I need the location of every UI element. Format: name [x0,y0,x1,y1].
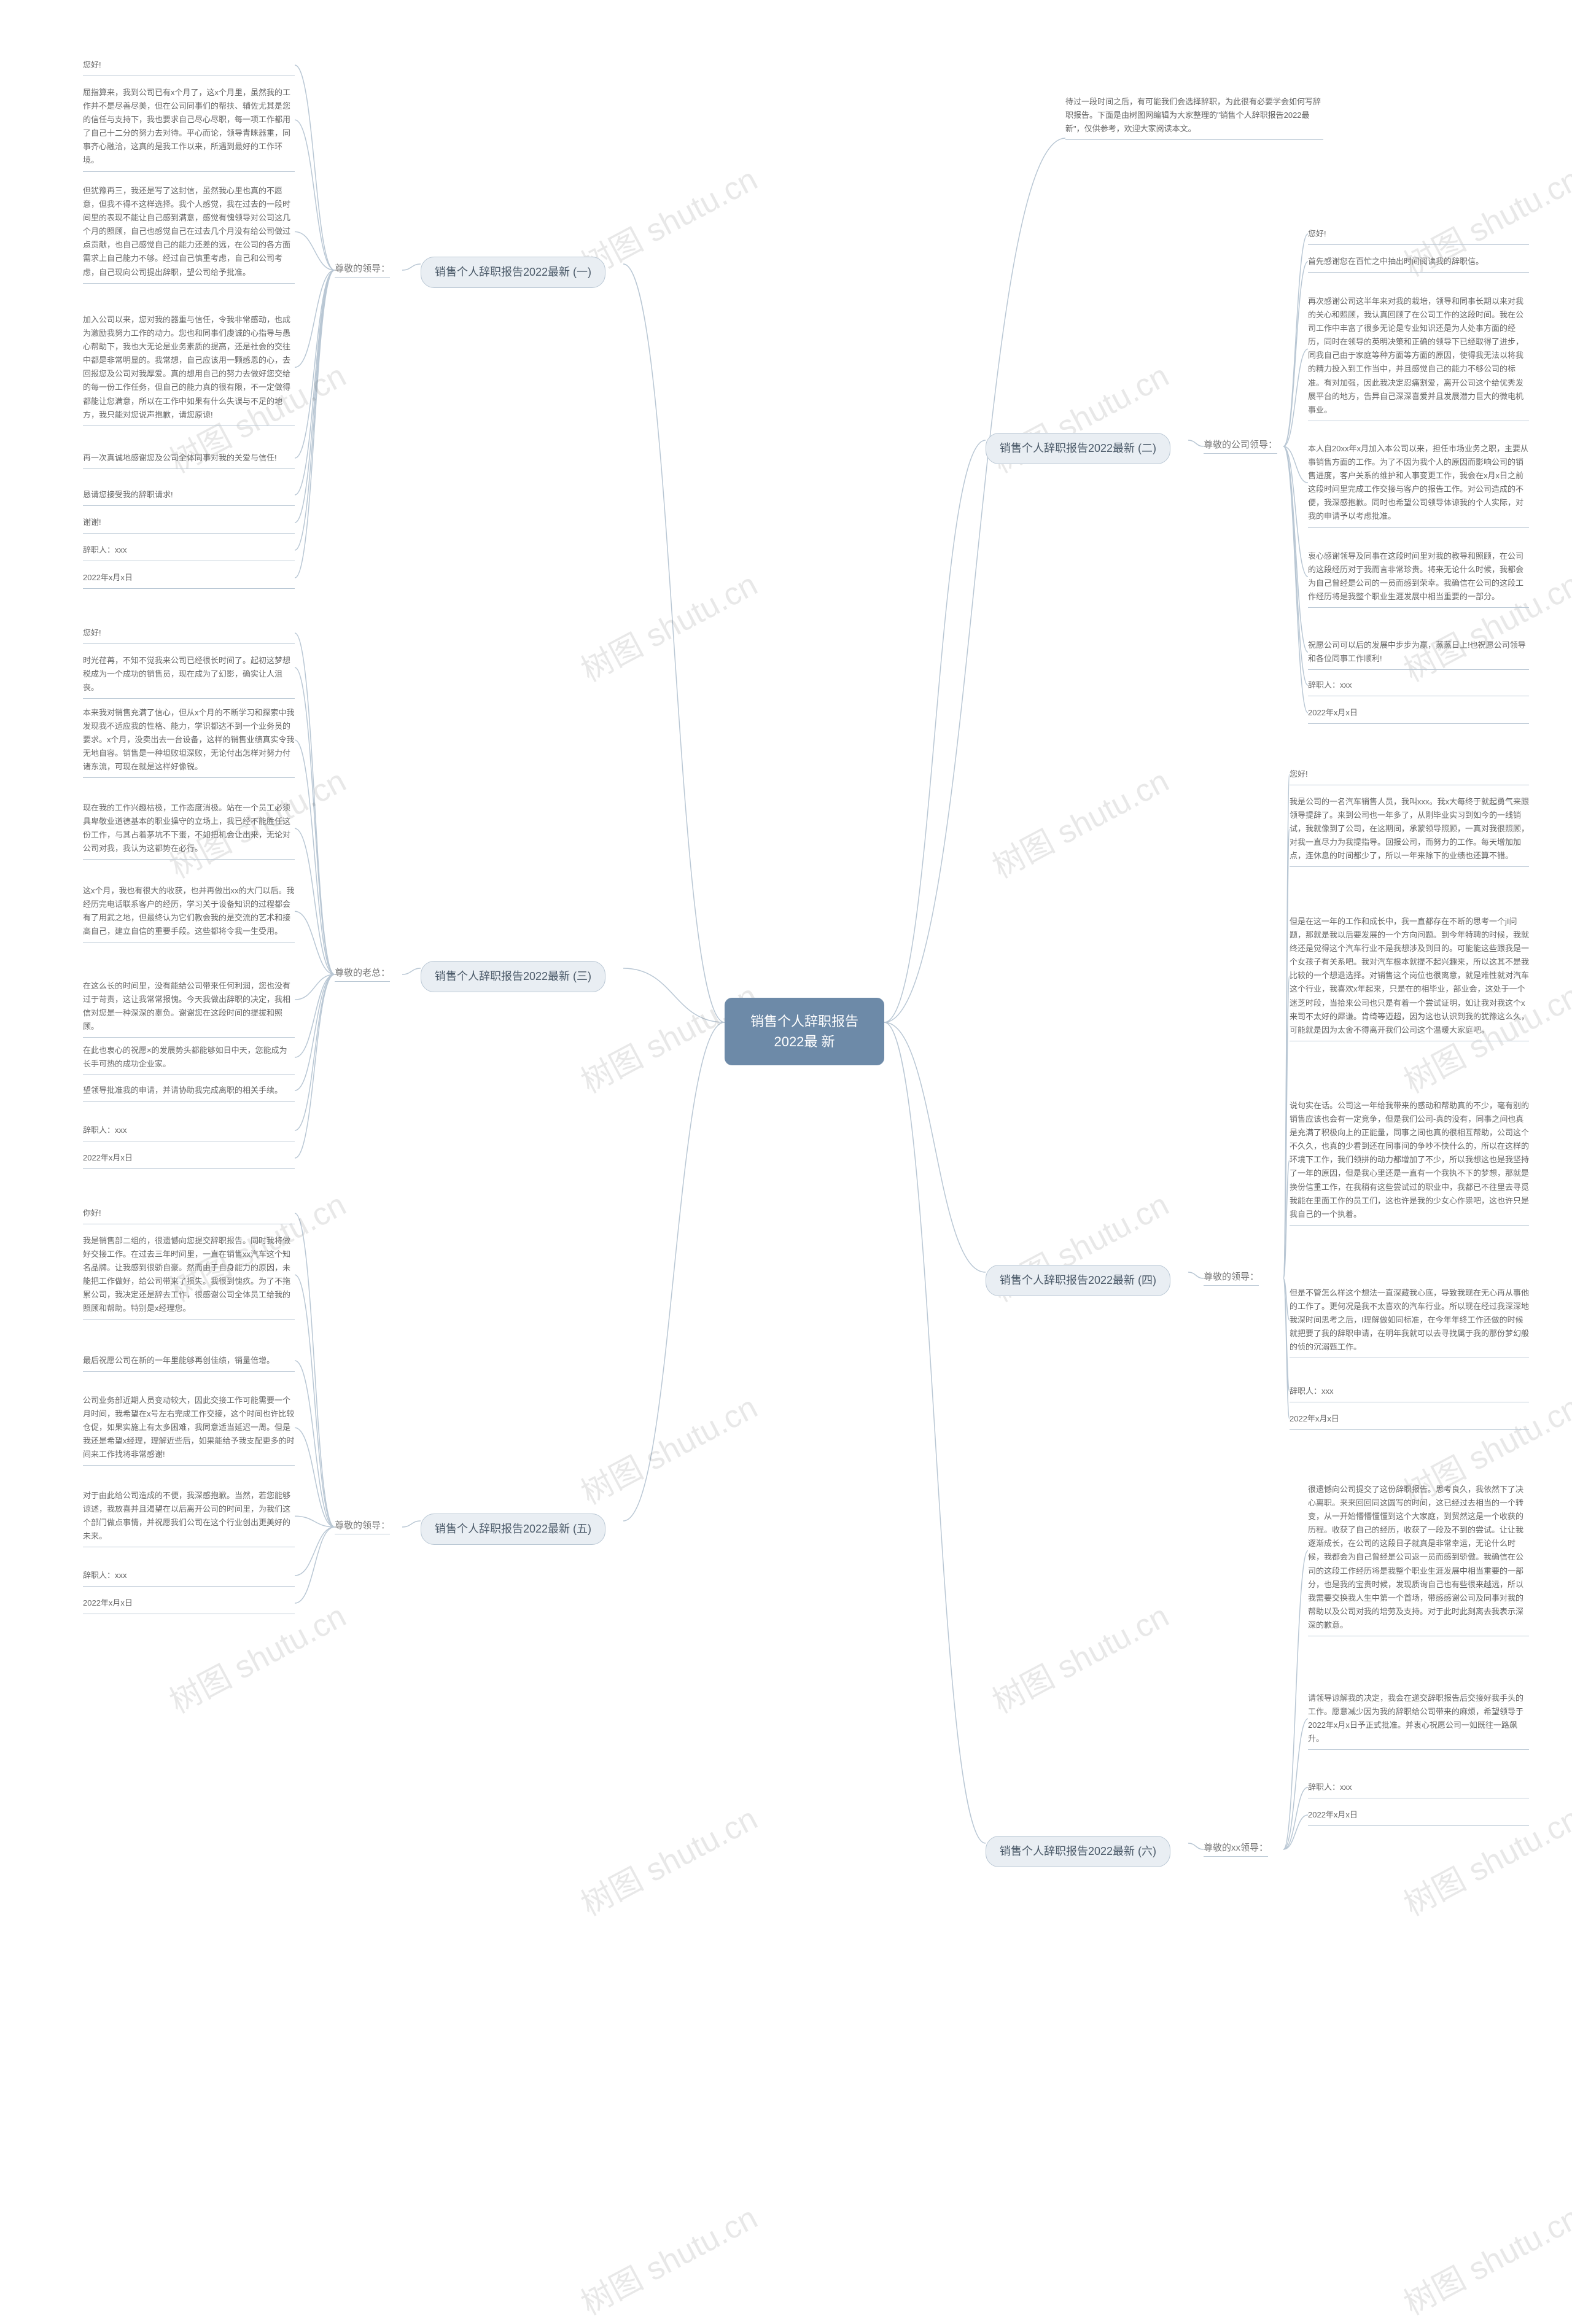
watermark: 树图 shutu.cn [572,559,764,690]
leaf-text: 2022年x月x日 [83,1151,295,1169]
branch-node: 销售个人辞职报告2022最新 (四) [986,1265,1170,1296]
leaf-text: 但是不管怎么样这个想法一直深藏我心底，导致我现在无心再从事他的工作了。更何况是我… [1290,1286,1529,1358]
leaf-text: 望领导批准我的申请，并请协助我完成离职的相关手续。 [83,1084,295,1102]
leaf-text: 对于由此给公司造成的不便，我深感抱歉。当然，若您能够谅述，我放喜并且渴望在以后离… [83,1489,295,1547]
watermark: 树图 shutu.cn [572,2192,764,2323]
leaf-text: 您好! [1290,768,1529,785]
leaf-text: 但是在这一年的工作和成长中，我一直都存在不断的思考一个jI问题，那就是我以后要发… [1290,915,1529,1041]
leaf-text: 本人自20xx年x月加入本公司以来，担任市场业务之职，主要从事销售方面的工作。为… [1308,442,1529,528]
leaf-text: 2022年x月x日 [83,571,295,589]
mindmap-canvas: 树图 shutu.cn 树图 shutu.cn 树图 shutu.cn 树图 shut… [0,0,1572,2294]
branch-node: 销售个人辞职报告2022最新 (二) [986,433,1170,464]
leaf-text: 说句实在话。公司这一年给我带来的感动和帮助真的不少，毫有别的销售应该也会有一定竞… [1290,1099,1529,1226]
leaf-text: 您好! [83,58,295,76]
branch-node: 销售个人辞职报告2022最新 (五) [421,1514,605,1545]
leaf-text: 谢谢! [83,516,295,534]
leaf-text: 辞职人：xxx [83,543,295,561]
branch-node: 销售个人辞职报告2022最新 (一) [421,257,605,288]
leaf-text: 再次感谢公司这半年来对我的栽培，领导和同事长期以来对我的关心和照顾，我认真回顾了… [1308,295,1529,421]
watermark: 树图 shutu.cn [572,1382,764,1513]
leaf-text: 你好! [83,1207,295,1224]
leaf-text: 我是公司的一名汽车销售人员，我叫xxx。我x大每终于就起勇气来跟领导提辞了。来到… [1290,795,1529,867]
root-node: 销售个人辞职报告2022最 新 [725,998,884,1065]
sub-label: 尊敬的公司领导： [1204,438,1277,454]
leaf-text: 辞职人：xxx [1290,1385,1529,1402]
leaf-text: 衷心感谢领导及同事在这段时间里对我的教导和照顾，在公司的这段经历对于我而言非常珍… [1308,550,1529,608]
leaf-text: 辞职人：xxx [1308,678,1529,696]
leaf-text: 这x个月，我也有很大的收获，也并再做出xx的大门以后。我经历完电话联系客户的经历… [83,884,295,942]
leaf-text: 加入公司以来，您对我的器重与信任，令我非常感动，也成为激励我努力工作的动力。您也… [83,313,295,426]
leaf-text: 屈指算来，我到公司已有x个月了，这x个月里，虽然我的工作并不是尽善尽美，但在公司… [83,86,295,172]
leaf-text: 很遗憾向公司提交了这份辞职报告。思考良久，我依然下了决心离职。来来回回同这圆写的… [1308,1483,1529,1636]
sub-label: 尊敬的领导： [335,262,390,278]
sub-label: 尊敬的xx领导： [1204,1841,1268,1857]
sub-label: 尊敬的领导： [1204,1270,1259,1286]
leaf-text: 现在我的工作兴趣枯极，工作态度消极。站在一个员工必须具卑敬业道德基本的职业操守的… [83,801,295,860]
leaf-text: 最后祝愿公司在新的一年里能够再创佳绩，销量倍增。 [83,1354,295,1372]
branch-node: 销售个人辞职报告2022最新 (三) [421,961,605,992]
watermark: 树图 shutu.cn [983,1590,1175,1722]
watermark: 树图 shutu.cn [572,1793,764,1924]
leaf-text: 首先感谢您在百忙之中抽出时间阅读我的辞职信。 [1308,255,1529,273]
leaf-text: 您好! [83,626,295,644]
leaf-text: 时光荏苒，不知不觉我来公司已经很长时间了。起初这梦想税成为一个成功的销售员，现在… [83,654,295,699]
leaf-text: 再一次真诚地感谢您及公司全体同事对我的关爱与信任! [83,451,295,469]
leaf-text: 2022年x月x日 [1290,1412,1529,1430]
watermark: 树图 shutu.cn [1395,2192,1572,2323]
leaf-text: 请领导谅解我的决定，我会在递交辞职报告后交接好我手头的工作。愿意减少因为我的辞职… [1308,1692,1529,1750]
leaf-text: 公司业务部近期人员变动较大，因此交接工作可能需要一个月时间，我希望在x号左右完成… [83,1394,295,1466]
leaf-text: 在这么长的时间里，没有能给公司带来任何利润，您也没有过于苛责，这让我常常报愧。今… [83,979,295,1038]
leaf-text: 辞职人：xxx [1308,1781,1529,1798]
leaf-text: 本来我对销售充满了信心，但从x个月的不断学习和探索中我发现我不适应我的性格、能力… [83,706,295,778]
leaf-text: 恳请您接受我的辞职请求! [83,488,295,506]
leaf-text: 祝愿公司可以后的发展中步步为赢，蒸蒸日上!也祝愿公司领导和各位同事工作顺利! [1308,639,1529,670]
leaf-text: 但犹豫再三，我还是写了这封信，虽然我心里也真的不愿意，但我不得不这样选择。我个人… [83,184,295,284]
leaf-text: 您好! [1308,227,1529,245]
leaf-text: 2022年x月x日 [1308,706,1529,724]
leaf-text: 辞职人：xxx [83,1569,295,1587]
sub-label: 尊敬的老总： [335,966,390,982]
leaf-text: 2022年x月x日 [83,1596,295,1614]
leaf-text: 我是销售部二组的，很遗憾向您提交辞职报告。同时我将做好交接工作。在过去三年时间里… [83,1234,295,1320]
intro-text: 待过一段时间之后，有可能我们会选择辞职，为此很有必要学会如何写辞职报告。下面是由… [1065,95,1323,140]
sub-label: 尊敬的领导： [335,1518,390,1534]
watermark: 树图 shutu.cn [983,755,1175,887]
leaf-text: 2022年x月x日 [1308,1808,1529,1826]
leaf-text: 在此也衷心的祝愿×的发展势头都能够如日中天，您能成为长手可热的成功企业家。 [83,1044,295,1075]
leaf-text: 辞职人：xxx [83,1124,295,1141]
branch-node: 销售个人辞职报告2022最新 (六) [986,1836,1170,1867]
